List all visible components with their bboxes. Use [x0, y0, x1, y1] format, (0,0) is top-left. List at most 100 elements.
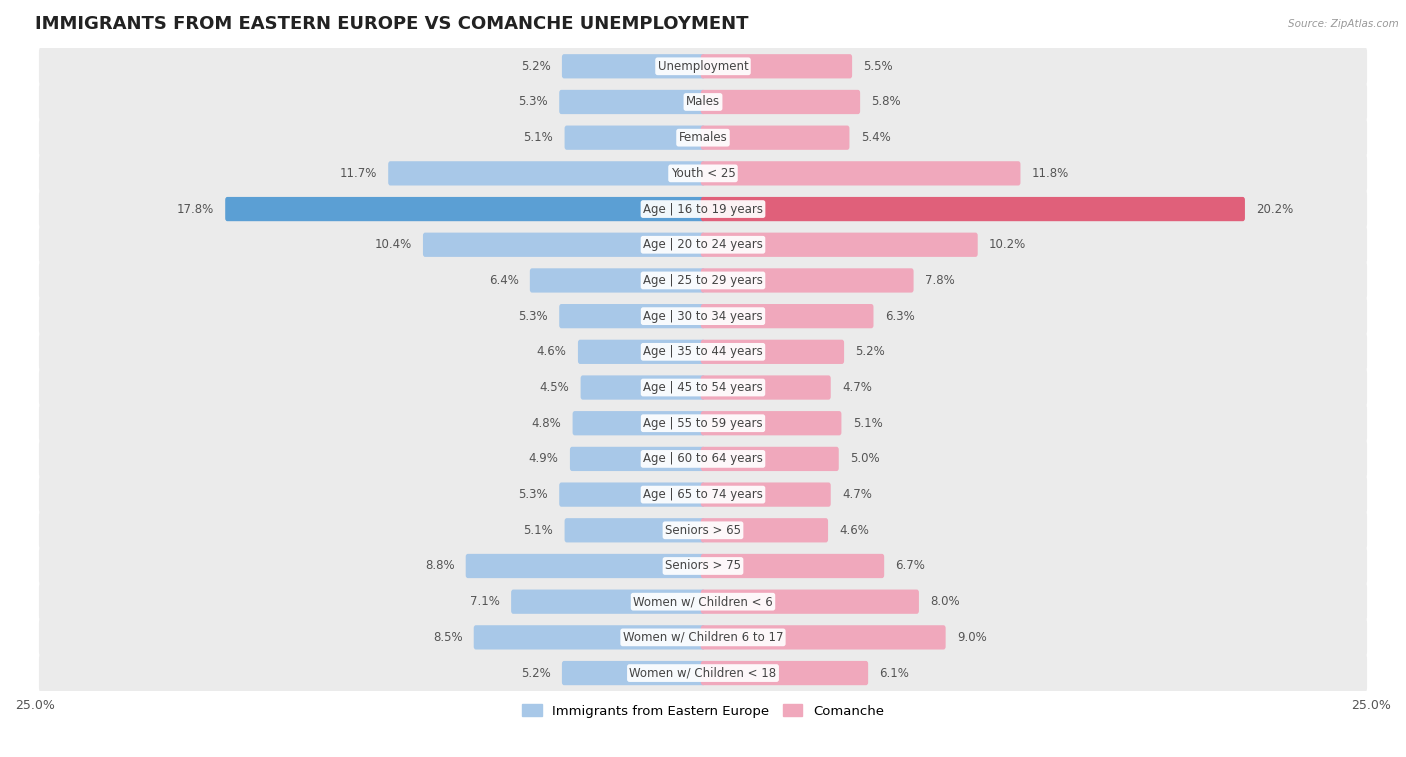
Legend: Immigrants from Eastern Europe, Comanche: Immigrants from Eastern Europe, Comanche	[517, 699, 889, 723]
Text: Women w/ Children 6 to 17: Women w/ Children 6 to 17	[623, 631, 783, 644]
Text: 7.8%: 7.8%	[925, 274, 955, 287]
FancyBboxPatch shape	[39, 581, 1367, 621]
FancyBboxPatch shape	[465, 554, 706, 578]
FancyBboxPatch shape	[39, 546, 1367, 586]
Text: 4.8%: 4.8%	[531, 416, 561, 430]
FancyBboxPatch shape	[581, 375, 706, 400]
Text: Females: Females	[679, 131, 727, 144]
FancyBboxPatch shape	[423, 232, 706, 257]
Text: Women w/ Children < 6: Women w/ Children < 6	[633, 595, 773, 608]
FancyBboxPatch shape	[700, 447, 839, 471]
Text: 4.6%: 4.6%	[839, 524, 869, 537]
Text: Seniors > 75: Seniors > 75	[665, 559, 741, 572]
Text: 5.2%: 5.2%	[522, 667, 551, 680]
FancyBboxPatch shape	[39, 296, 1367, 336]
Text: Seniors > 65: Seniors > 65	[665, 524, 741, 537]
FancyBboxPatch shape	[560, 90, 706, 114]
FancyBboxPatch shape	[388, 161, 706, 185]
Text: 5.1%: 5.1%	[523, 131, 554, 144]
Text: 5.3%: 5.3%	[519, 488, 548, 501]
FancyBboxPatch shape	[39, 82, 1367, 122]
FancyBboxPatch shape	[700, 340, 844, 364]
FancyBboxPatch shape	[39, 510, 1367, 550]
Text: IMMIGRANTS FROM EASTERN EUROPE VS COMANCHE UNEMPLOYMENT: IMMIGRANTS FROM EASTERN EUROPE VS COMANC…	[35, 15, 748, 33]
FancyBboxPatch shape	[562, 661, 706, 685]
Text: 10.2%: 10.2%	[988, 238, 1026, 251]
FancyBboxPatch shape	[700, 590, 920, 614]
FancyBboxPatch shape	[512, 590, 706, 614]
FancyBboxPatch shape	[530, 268, 706, 293]
Text: 20.2%: 20.2%	[1256, 203, 1294, 216]
Text: 11.7%: 11.7%	[340, 167, 377, 180]
Text: Age | 45 to 54 years: Age | 45 to 54 years	[643, 381, 763, 394]
Text: Age | 30 to 34 years: Age | 30 to 34 years	[643, 310, 763, 322]
FancyBboxPatch shape	[700, 161, 1021, 185]
FancyBboxPatch shape	[39, 332, 1367, 372]
Text: 5.1%: 5.1%	[852, 416, 883, 430]
FancyBboxPatch shape	[700, 661, 868, 685]
FancyBboxPatch shape	[700, 268, 914, 293]
Text: 5.3%: 5.3%	[519, 95, 548, 108]
FancyBboxPatch shape	[565, 126, 706, 150]
Text: 10.4%: 10.4%	[374, 238, 412, 251]
Text: 5.5%: 5.5%	[863, 60, 893, 73]
FancyBboxPatch shape	[700, 518, 828, 543]
FancyBboxPatch shape	[700, 304, 873, 329]
FancyBboxPatch shape	[700, 375, 831, 400]
Text: Women w/ Children < 18: Women w/ Children < 18	[630, 667, 776, 680]
Text: Source: ZipAtlas.com: Source: ZipAtlas.com	[1288, 19, 1399, 29]
Text: 17.8%: 17.8%	[177, 203, 214, 216]
FancyBboxPatch shape	[700, 232, 977, 257]
Text: 7.1%: 7.1%	[470, 595, 501, 608]
FancyBboxPatch shape	[700, 482, 831, 506]
FancyBboxPatch shape	[474, 625, 706, 650]
FancyBboxPatch shape	[700, 197, 1244, 221]
Text: Age | 60 to 64 years: Age | 60 to 64 years	[643, 453, 763, 466]
FancyBboxPatch shape	[565, 518, 706, 543]
FancyBboxPatch shape	[39, 117, 1367, 157]
Text: 4.7%: 4.7%	[842, 488, 872, 501]
FancyBboxPatch shape	[569, 447, 706, 471]
FancyBboxPatch shape	[700, 554, 884, 578]
FancyBboxPatch shape	[39, 260, 1367, 301]
Text: Unemployment: Unemployment	[658, 60, 748, 73]
FancyBboxPatch shape	[560, 304, 706, 329]
FancyBboxPatch shape	[39, 439, 1367, 479]
Text: 5.3%: 5.3%	[519, 310, 548, 322]
FancyBboxPatch shape	[578, 340, 706, 364]
Text: 5.4%: 5.4%	[860, 131, 890, 144]
FancyBboxPatch shape	[39, 475, 1367, 515]
Text: 4.9%: 4.9%	[529, 453, 558, 466]
Text: 6.3%: 6.3%	[884, 310, 914, 322]
Text: 6.1%: 6.1%	[879, 667, 910, 680]
Text: 6.7%: 6.7%	[896, 559, 925, 572]
FancyBboxPatch shape	[39, 368, 1367, 407]
Text: 8.0%: 8.0%	[931, 595, 960, 608]
Text: 4.5%: 4.5%	[540, 381, 569, 394]
Text: 5.0%: 5.0%	[851, 453, 880, 466]
Text: 9.0%: 9.0%	[957, 631, 987, 644]
Text: Males: Males	[686, 95, 720, 108]
Text: 5.8%: 5.8%	[872, 95, 901, 108]
FancyBboxPatch shape	[225, 197, 706, 221]
Text: Age | 20 to 24 years: Age | 20 to 24 years	[643, 238, 763, 251]
Text: 4.6%: 4.6%	[537, 345, 567, 358]
FancyBboxPatch shape	[39, 618, 1367, 657]
Text: Age | 65 to 74 years: Age | 65 to 74 years	[643, 488, 763, 501]
Text: Youth < 25: Youth < 25	[671, 167, 735, 180]
Text: 5.2%: 5.2%	[855, 345, 884, 358]
FancyBboxPatch shape	[700, 126, 849, 150]
Text: Age | 55 to 59 years: Age | 55 to 59 years	[643, 416, 763, 430]
FancyBboxPatch shape	[562, 55, 706, 79]
Text: Age | 25 to 29 years: Age | 25 to 29 years	[643, 274, 763, 287]
Text: 11.8%: 11.8%	[1032, 167, 1069, 180]
FancyBboxPatch shape	[39, 46, 1367, 86]
FancyBboxPatch shape	[700, 411, 841, 435]
FancyBboxPatch shape	[700, 90, 860, 114]
FancyBboxPatch shape	[700, 625, 946, 650]
Text: 8.8%: 8.8%	[425, 559, 454, 572]
Text: 8.5%: 8.5%	[433, 631, 463, 644]
Text: Age | 35 to 44 years: Age | 35 to 44 years	[643, 345, 763, 358]
Text: 5.1%: 5.1%	[523, 524, 554, 537]
Text: 6.4%: 6.4%	[489, 274, 519, 287]
